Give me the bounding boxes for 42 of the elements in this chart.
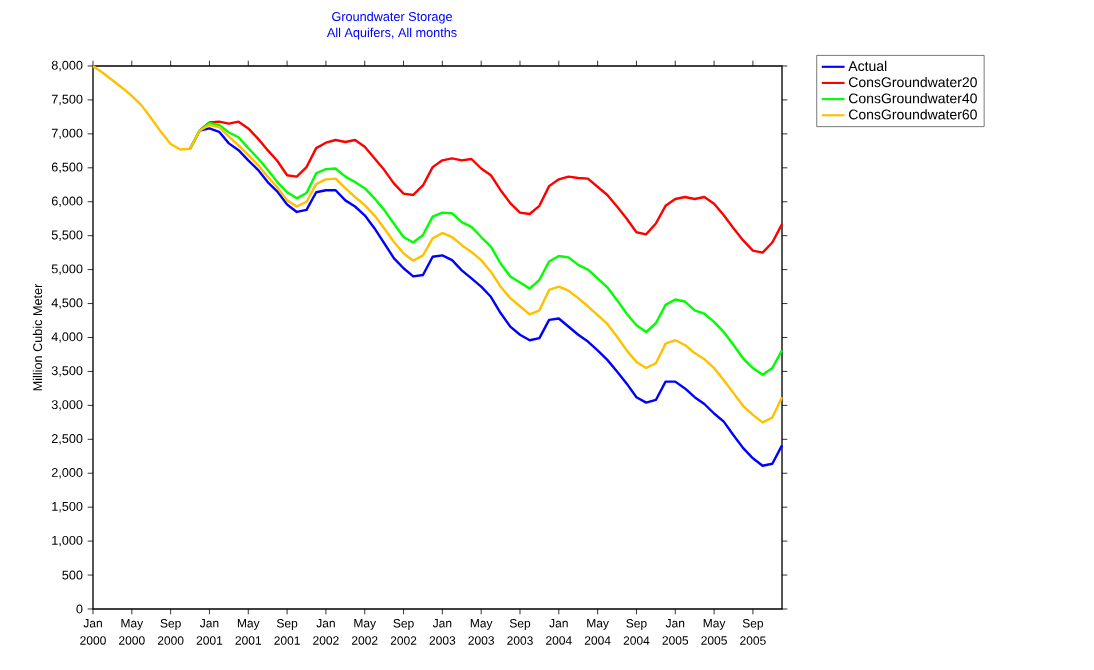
y-tick-label: 2,500	[51, 434, 83, 445]
y-tick-label: 500	[62, 570, 83, 580]
y-tick-label: 1,000	[52, 535, 83, 547]
legend-label: ConsGroundwater60	[849, 109, 977, 120]
x-tick-label: Sep 2003	[507, 619, 533, 645]
x-tick-label: May 2004	[584, 619, 611, 645]
y-tick-label: 2,000	[51, 468, 83, 479]
x-tick-label: Jan 2000	[80, 619, 106, 645]
y-axis-title: Million Cubic Meter	[32, 283, 43, 391]
y-tick-label: 6,500	[51, 162, 83, 174]
x-tick-label: Jan 2002	[313, 619, 339, 645]
legend-label: ConsGroundwater20	[849, 76, 977, 88]
x-tick-label: May 2000	[119, 619, 145, 645]
y-tick-label: 3,000	[51, 400, 83, 411]
x-tick-label: May 2002	[351, 619, 378, 645]
y-tick-label: 4,500	[51, 298, 83, 309]
x-tick-label: Jan 2003	[429, 619, 456, 645]
y-tick-label: 4,000	[51, 332, 83, 343]
y-tick-label: 5,000	[51, 264, 83, 275]
chart-subtitle: All Aquifers, All months	[326, 27, 457, 40]
x-tick-label: Sep 2001	[274, 619, 300, 645]
x-tick-label: May 2005	[701, 619, 727, 645]
x-tick-label: Sep 2002	[390, 619, 417, 645]
legend-label: ConsGroundwater40	[849, 93, 977, 104]
legend-label: Actual	[848, 60, 887, 72]
x-tick-label: Jan 2005	[662, 619, 689, 645]
y-tick-label: 7,000	[51, 128, 83, 140]
y-tick-label: 7,500	[51, 94, 83, 106]
x-tick-label: May 2001	[235, 619, 262, 645]
y-tick-label: 3,500	[51, 366, 83, 377]
y-tick-label: 8,000	[51, 60, 83, 72]
y-tick-label: 6,000	[51, 196, 83, 207]
x-tick-label: Jan 2001	[196, 619, 223, 645]
x-tick-label: Sep 2004	[623, 619, 650, 645]
y-tick-label: 5,500	[51, 230, 83, 241]
y-tick-label: 0	[76, 604, 83, 614]
y-tick-label: 1,500	[52, 501, 83, 513]
x-tick-label: Sep 2005	[740, 619, 766, 645]
x-tick-label: May 2003	[468, 619, 494, 645]
x-tick-label: Jan 2004	[546, 619, 572, 645]
chart-title: Groundwater Storage	[332, 11, 452, 24]
x-tick-label: Sep 2000	[157, 619, 184, 645]
